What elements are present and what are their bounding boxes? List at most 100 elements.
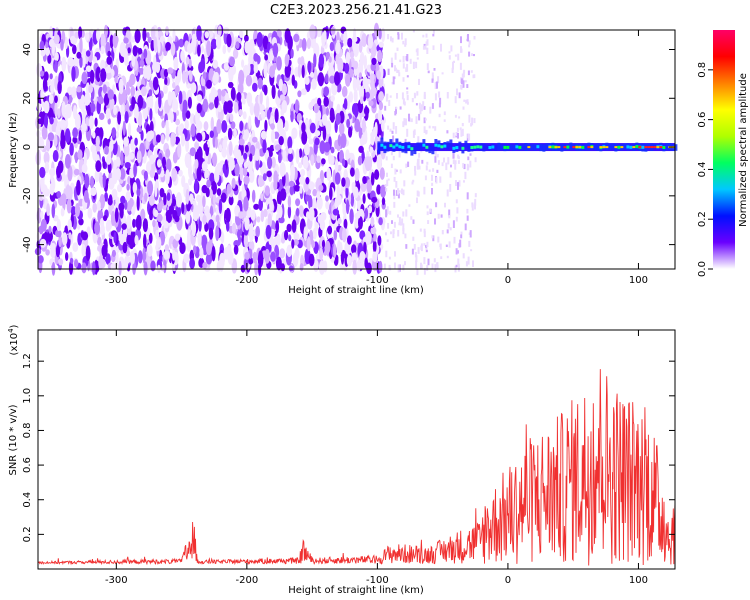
spectrogram-cell [80,94,86,108]
spectrogram-cell [271,84,276,100]
spectrogram-cell [321,239,326,249]
spectrogram-cell [150,82,154,92]
spectrogram-cell [310,154,315,166]
spectrogram-cell [130,86,136,97]
spectrogram-cell [140,130,144,141]
spectrogram-cell [118,90,124,106]
spectrogram-cell [386,239,389,242]
spectrogram-cell [163,250,170,260]
spectrogram-cell [72,136,78,144]
spectrogram-cell [307,130,312,140]
spectrogram-cell [436,169,439,173]
spectrogram-cell [365,91,370,99]
spectrogram-cell [184,119,189,130]
spectrogram-cell [432,33,435,37]
spectrogram-cell [244,41,251,54]
spectrogram-cell [364,207,369,219]
spectrogram-cell [202,195,206,208]
signal-band-cell [605,146,609,149]
snr-y-ticks: 0.2 0.4 0.6 0.8 1.0 1.2 [22,353,675,542]
spectrogram-cell [330,95,335,102]
spectrogram-cell [155,61,161,74]
spectrogram-cell [67,165,73,182]
spectrogram-cell [454,162,457,170]
spectrogram-cell [264,54,268,61]
spectrogram-cell [187,43,193,54]
spectrogram-cell [370,134,375,146]
spectrogram-cell [178,169,183,177]
signal-band-cell [380,143,384,147]
spectrogram-cell [473,54,475,57]
spectrogram-cell [92,56,98,63]
spectrogram-cell [253,53,259,62]
spectrogram-cell [202,71,207,80]
spectrogram-cell [216,188,222,196]
spectrogram-cell [425,249,428,253]
spectrogram-cell [61,56,67,72]
spectrogram-cell [325,120,332,135]
spectrogram-cell [236,92,242,102]
spectrogram-cell [460,234,463,239]
spectrogram-cell [170,132,177,147]
signal-band-cell [599,146,603,149]
spectrogram-cell [144,192,148,203]
spectrogram-cell [85,65,92,72]
spectrogram-cell [315,28,323,38]
spectrogram-cell [362,176,367,184]
spectrogram-cell [115,168,122,181]
spectrogram-cell [333,243,337,259]
spectrogram-cell [268,236,273,246]
spectrogram-cell [60,193,67,206]
spectrogram-cell [231,177,236,189]
spectrogram-cell [196,194,202,203]
spectrogram-cell [463,69,466,74]
spectrogram-cell [395,190,398,196]
spectrogram-cell [472,260,474,267]
spectrogram-cell [358,40,363,53]
spectrogram-cell [435,202,438,208]
spectrogram-cell [387,34,390,40]
spectrogram-cell [325,200,330,210]
spectrogram-cell [115,251,119,267]
spectrogram-cell [45,249,50,256]
spectrogram-cell [206,179,212,188]
spectrogram-cell [314,130,321,137]
spectrogram-cell [300,168,306,177]
spectrogram-cell [132,260,137,275]
spectrogram-cell [274,144,281,151]
spectrogram-cell [238,109,243,116]
signal-band-cell [437,144,441,148]
spectrogram-cell [167,91,173,106]
spectrogram-cell [334,71,340,86]
spectrogram-cell [286,223,292,233]
spectrogram-cell [439,243,442,250]
spectrogram-cell [218,144,223,152]
spectrogram-cell [56,219,61,232]
spectrogram-cell [336,184,341,199]
spectrogram-cell [474,193,477,198]
signal-band-cell [392,145,396,149]
snr-x-tick-label: -300 [105,575,128,586]
signal-band-cell [557,146,561,149]
spectrogram-cell [229,113,234,122]
spectrogram-cell [154,182,158,198]
spectrogram-cell [218,198,223,214]
spectrogram-cell [88,84,93,94]
spectrogram-cell [378,217,383,226]
spectrogram-cell [287,152,294,163]
spectrogram-cell [104,192,108,202]
spectrogram-cell [390,36,392,42]
spectrogram-cell [441,72,444,75]
spectrogram-cell [292,252,299,267]
spectrogram-cell [397,230,400,237]
spectrogram-cell [356,259,362,272]
spectrogram-cell [271,156,276,169]
spectrogram-cell [458,92,461,99]
spectrogram-cell [334,172,341,185]
spectrogram-cell [284,64,291,78]
spectrogram-cell [401,32,403,40]
signal-band-cell [377,141,381,154]
spectrogram-cell [471,53,473,56]
spectrogram-cell [370,226,377,235]
spectrogram-cell [443,157,445,163]
